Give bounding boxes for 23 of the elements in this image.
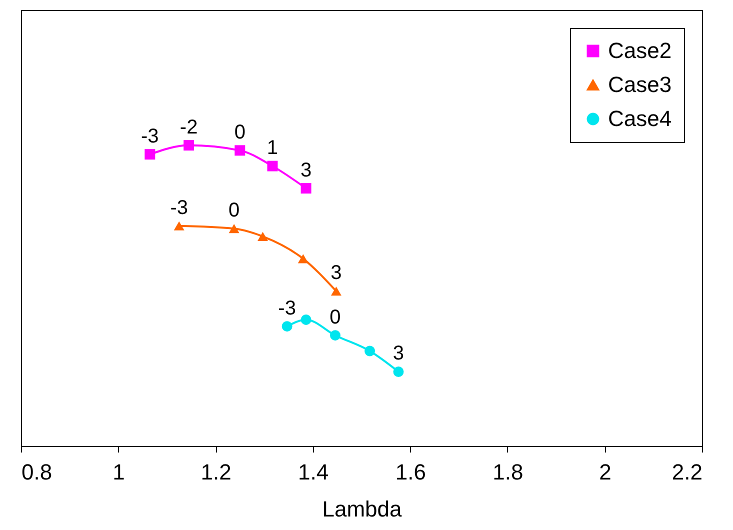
x-tick-label: 2 [599,460,612,484]
legend-label: Case2 [608,38,672,63]
annotation: 0 [228,200,240,222]
annotation: -2 [180,116,198,138]
annotation: 0 [234,121,246,144]
x-tick-label: 0.8 [22,460,52,484]
annotation: -3 [141,125,159,148]
annotation: 0 [330,306,341,328]
annotation: 3 [392,342,404,365]
x-tick-label: 1.4 [298,460,329,484]
annotation: 3 [330,262,342,284]
x-tick-label: 2.2 [672,460,702,484]
x-tick-label: 1 [112,460,125,484]
annotation: 1 [266,137,278,160]
x-tick-label: 1.6 [395,460,426,484]
x-axis-title: Lambda [322,496,403,522]
legend-label: Case4 [608,106,672,131]
x-tick-label: 1.2 [200,460,232,484]
x-tick-label: 1.8 [492,460,524,484]
legend-label: Case3 [608,72,672,97]
annotation: -3 [278,297,296,320]
annotation: 3 [300,159,312,182]
annotation: -3 [170,196,188,219]
